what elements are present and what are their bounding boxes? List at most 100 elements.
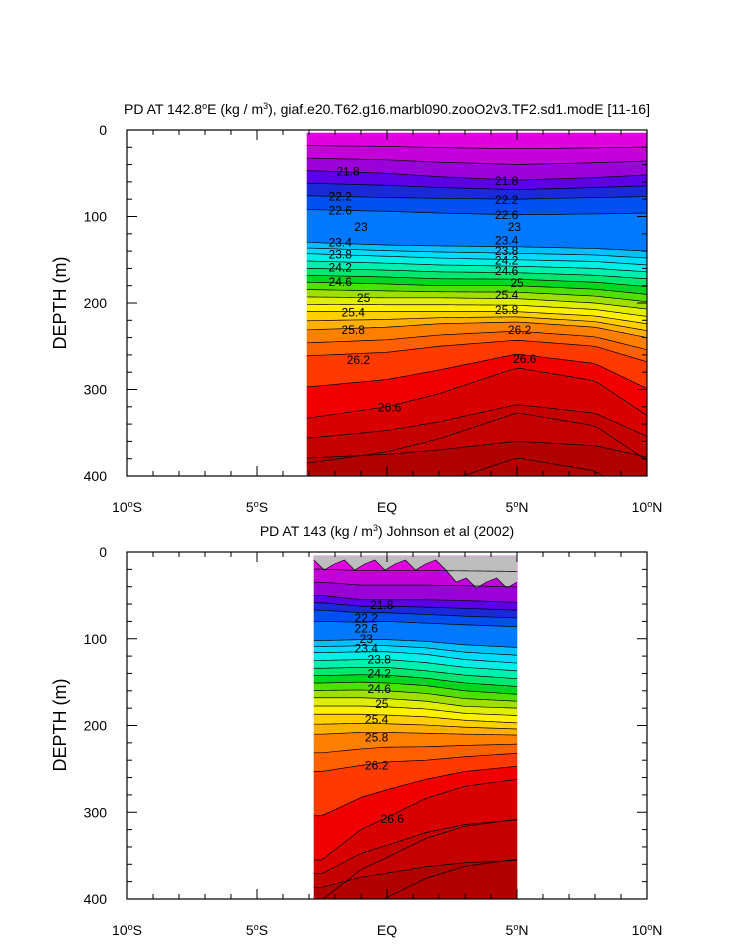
contour-line bbox=[314, 765, 518, 817]
x-tick-label: EQ bbox=[377, 922, 397, 938]
contour-line bbox=[314, 621, 518, 627]
contour-label: 23 bbox=[360, 632, 374, 646]
y-tick-label: 300 bbox=[84, 382, 108, 398]
contour-label: 23.8 bbox=[495, 244, 519, 258]
y-tick-label: 400 bbox=[84, 468, 108, 484]
panel-observed: PD AT 143 (kg / m3) Johnson et al (2002)… bbox=[50, 523, 662, 938]
contour-label: 25 bbox=[357, 291, 371, 305]
x-tick-label: 5oN bbox=[506, 499, 529, 515]
contour-line bbox=[382, 858, 518, 899]
panel-model: PD AT 142.8oE (kg / m3), giaf.e20.T62.g1… bbox=[50, 101, 662, 515]
contour-line bbox=[306, 321, 647, 338]
contour-line bbox=[306, 340, 647, 363]
contour-label: 22.6 bbox=[355, 621, 379, 635]
panel-observed-fills bbox=[313, 555, 518, 899]
contour-line bbox=[306, 170, 647, 181]
panel-observed-y-axis-label: DEPTH (m) bbox=[50, 679, 70, 772]
contour-line bbox=[314, 609, 518, 619]
contour-label: 23.4 bbox=[329, 235, 353, 249]
x-tick-label: 10oN bbox=[632, 499, 663, 515]
contour-label: 25.8 bbox=[495, 303, 519, 317]
x-tick-label: 10oS bbox=[112, 499, 142, 515]
contour-label: 23 bbox=[508, 220, 522, 234]
x-tick-label: 5oS bbox=[246, 922, 268, 938]
contour-line bbox=[314, 568, 518, 572]
contour-label: 21.8 bbox=[370, 598, 394, 612]
contour-label: 25.4 bbox=[365, 712, 389, 726]
y-tick-label: 100 bbox=[84, 631, 108, 647]
contour-line bbox=[306, 274, 647, 287]
contour-line bbox=[314, 674, 518, 687]
contour-line bbox=[306, 296, 647, 310]
panel-model-y-axis-label: DEPTH (m) bbox=[50, 257, 70, 350]
contour-label: 23.4 bbox=[495, 234, 519, 248]
contour-label: 25.8 bbox=[365, 731, 389, 745]
panel-model-contour-lines bbox=[306, 145, 647, 476]
panel-observed-ticks bbox=[126, 551, 648, 900]
contour-line bbox=[306, 195, 647, 200]
contour-line bbox=[306, 316, 647, 332]
contour-line bbox=[306, 260, 647, 273]
contour-line bbox=[313, 559, 518, 589]
contour-line bbox=[306, 289, 647, 303]
contour-line bbox=[314, 778, 518, 861]
contour-line bbox=[306, 353, 647, 389]
x-tick-label: 10oS bbox=[112, 922, 142, 938]
contour-line bbox=[306, 303, 647, 317]
contour-line bbox=[314, 659, 518, 672]
contour-line bbox=[314, 639, 518, 648]
contour-label: 25.4 bbox=[342, 306, 366, 320]
contour-line bbox=[306, 209, 647, 216]
contour-label: 26.6 bbox=[513, 352, 537, 366]
contour-line bbox=[314, 651, 518, 664]
contour-label: 23.8 bbox=[368, 653, 392, 667]
contour-line bbox=[306, 182, 647, 190]
contour-line bbox=[314, 819, 518, 874]
contour-line bbox=[306, 242, 647, 252]
contour-label: 26.6 bbox=[378, 401, 402, 415]
x-tick-label: 10oN bbox=[632, 922, 663, 938]
x-tick-label: EQ bbox=[377, 499, 397, 515]
contour-line bbox=[314, 602, 518, 611]
y-tick-label: 0 bbox=[99, 544, 107, 560]
y-tick-label: 200 bbox=[84, 718, 108, 734]
contour-label: 25.8 bbox=[342, 323, 366, 337]
y-tick-label: 100 bbox=[84, 209, 108, 225]
contour-label: 22.6 bbox=[329, 203, 353, 217]
x-tick-label: 5oN bbox=[506, 922, 529, 938]
contour-line bbox=[314, 713, 518, 724]
contour-label: 26.2 bbox=[365, 758, 389, 772]
panel-observed-title: PD AT 143 (kg / m3) Johnson et al (2002) bbox=[260, 523, 514, 539]
contour-line bbox=[322, 818, 518, 899]
panel-model-y-tick-labels: 0 100 200 300 400 bbox=[84, 122, 108, 484]
contour-label: 24.6 bbox=[495, 264, 519, 278]
contour-line bbox=[314, 595, 518, 603]
contour-line bbox=[314, 752, 518, 772]
panel-observed-contour-lines bbox=[313, 559, 518, 899]
contour-line bbox=[314, 689, 518, 702]
panel-model-x-tick-labels: 10oS 5oS EQ 5oN 10oN bbox=[112, 499, 662, 515]
contour-line bbox=[314, 732, 518, 736]
contour-label: 26.6 bbox=[381, 812, 405, 826]
contour-line bbox=[306, 268, 647, 280]
y-tick-label: 300 bbox=[84, 804, 108, 820]
contour-label: 24.2 bbox=[329, 261, 353, 275]
contour-label: 25 bbox=[510, 276, 524, 290]
contour-line bbox=[314, 581, 518, 588]
contour-line bbox=[306, 157, 647, 165]
contour-line bbox=[314, 705, 518, 716]
y-tick-label: 400 bbox=[84, 891, 108, 907]
panel-observed-y-tick-labels: 0 100 200 300 400 bbox=[84, 544, 108, 907]
contour-label: 24.2 bbox=[368, 666, 392, 680]
contour-line bbox=[306, 404, 647, 439]
contour-line bbox=[314, 743, 518, 754]
contour-line bbox=[306, 145, 647, 150]
panel-model-title: PD AT 142.8oE (kg / m3), giaf.e20.T62.g1… bbox=[124, 101, 650, 117]
x-tick-label: 5oS bbox=[246, 499, 268, 515]
panel-model-ticks bbox=[126, 129, 648, 477]
contour-label: 23 bbox=[354, 220, 368, 234]
contour-line bbox=[314, 667, 518, 680]
